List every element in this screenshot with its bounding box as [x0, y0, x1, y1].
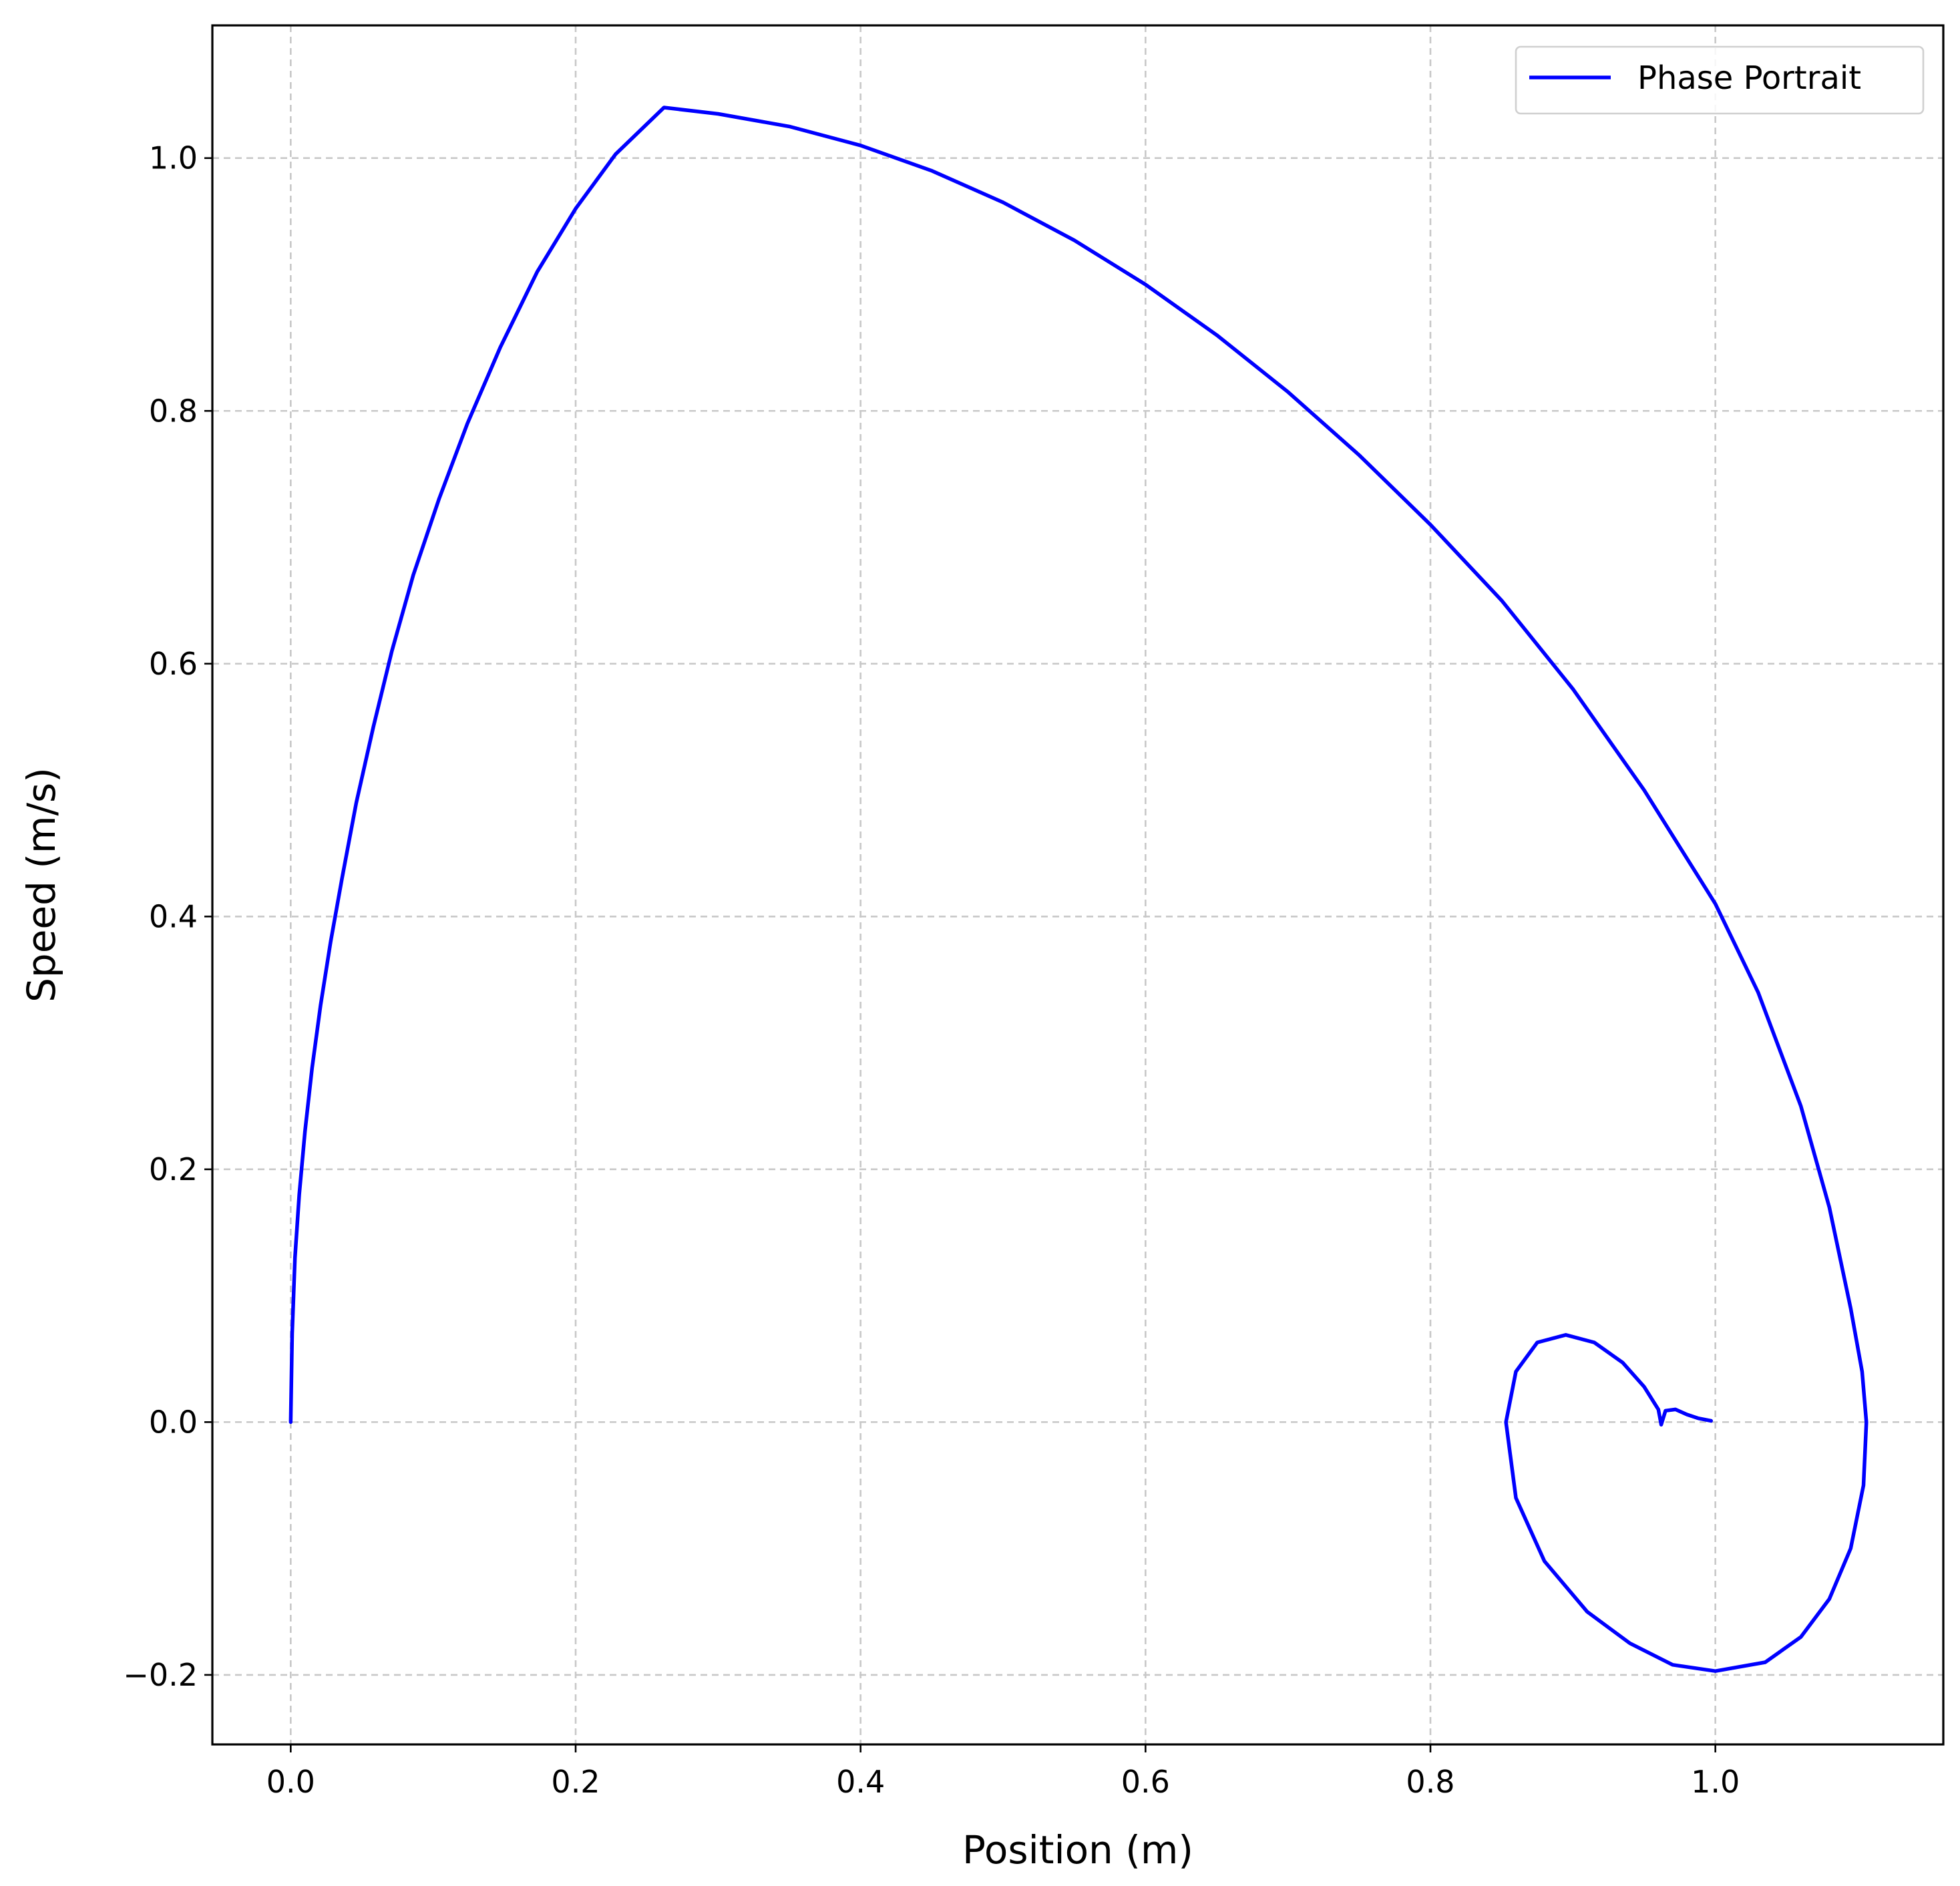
y-tick-label: 1.0 — [149, 140, 198, 176]
x-tick-label: 0.6 — [1121, 1764, 1170, 1800]
x-tick-label: 0.2 — [551, 1764, 600, 1800]
x-tick-label: 0.0 — [266, 1764, 315, 1800]
axis-ticks: 0.0 0.2 0.4 0.6 0.8 1.0 −0.2 0.0 0.2 0.4 0.6 0.8 1.0 — [123, 140, 1740, 1800]
y-tick-label: 0.0 — [149, 1404, 198, 1440]
y-tick-label: −0.2 — [123, 1657, 198, 1693]
legend-entry-phase-portrait: Phase Portrait — [1637, 59, 1861, 97]
y-tick-label: 0.6 — [149, 646, 198, 682]
series-layer — [288, 106, 1869, 1673]
legend-box — [1515, 45, 1925, 115]
legend: Phase Portrait — [1515, 45, 1925, 115]
series-line-0 — [288, 106, 1869, 1673]
grid — [212, 25, 1943, 1744]
y-tick-label: 0.8 — [149, 393, 198, 429]
y-axis-label: Speed (m/s) — [19, 767, 64, 1002]
plot-frame — [211, 24, 1945, 1746]
y-tick-label: 0.4 — [149, 898, 198, 934]
x-tick-label: 0.8 — [1406, 1764, 1454, 1800]
x-tick-label: 1.0 — [1691, 1764, 1740, 1800]
x-axis-label: Position (m) — [962, 1827, 1193, 1873]
y-tick-label: 0.2 — [149, 1151, 198, 1187]
x-tick-label: 0.4 — [836, 1764, 885, 1800]
